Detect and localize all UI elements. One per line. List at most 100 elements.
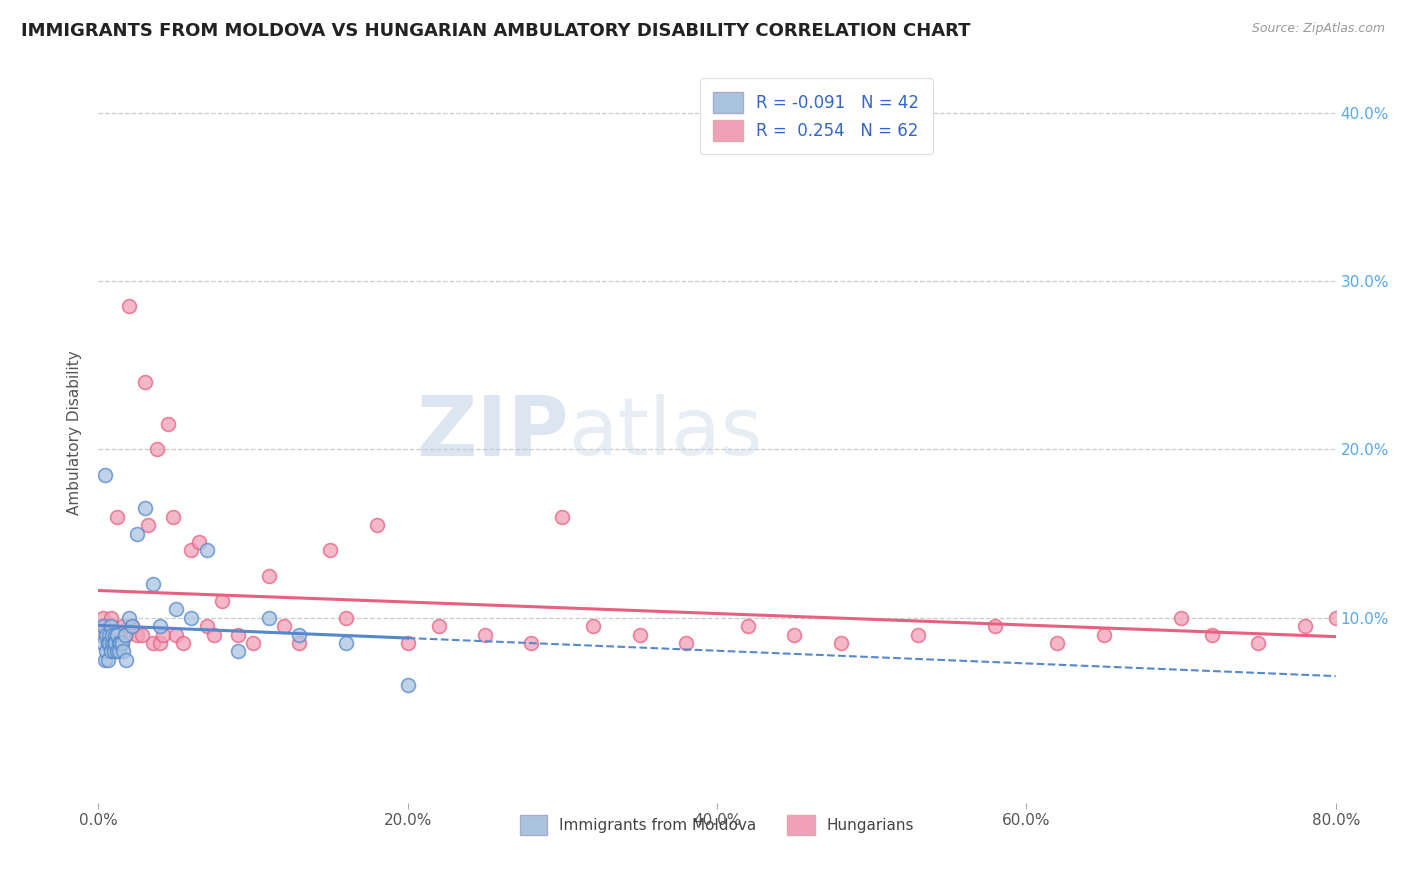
Point: [107, 644, 129, 658]
Point: [118, 300, 141, 314]
Point: [335, 610, 357, 624]
Point: [98, 619, 121, 633]
Point: [136, 518, 159, 533]
Point: [257, 568, 280, 582]
Point: [112, 619, 135, 633]
Point: [121, 619, 143, 633]
Point: [1170, 610, 1192, 624]
Point: [91, 636, 114, 650]
Point: [195, 543, 218, 558]
Point: [134, 501, 156, 516]
Point: [141, 636, 165, 650]
Point: [152, 627, 174, 641]
Point: [737, 619, 759, 633]
Point: [98, 636, 121, 650]
Point: [100, 644, 122, 658]
Point: [91, 610, 114, 624]
Text: IMMIGRANTS FROM MOLDOVA VS HUNGARIAN AMBULATORY DISABILITY CORRELATION CHART: IMMIGRANTS FROM MOLDOVA VS HUNGARIAN AMB…: [21, 22, 970, 40]
Point: [180, 543, 202, 558]
Text: ZIP: ZIP: [416, 392, 568, 473]
Point: [226, 644, 249, 658]
Point: [366, 518, 388, 533]
Point: [226, 627, 249, 641]
Point: [105, 627, 128, 641]
Point: [97, 636, 120, 650]
Point: [96, 627, 118, 641]
Point: [257, 610, 280, 624]
Point: [396, 636, 419, 650]
Point: [96, 627, 118, 641]
Point: [107, 636, 129, 650]
Point: [146, 442, 169, 457]
Point: [104, 636, 127, 650]
Point: [112, 644, 135, 658]
Point: [172, 636, 194, 650]
Point: [93, 653, 115, 667]
Point: [1046, 636, 1069, 650]
Point: [90, 627, 112, 641]
Point: [1355, 585, 1378, 599]
Point: [101, 636, 124, 650]
Point: [93, 619, 115, 633]
Point: [157, 417, 180, 432]
Point: [907, 627, 929, 641]
Point: [628, 627, 651, 641]
Point: [103, 636, 125, 650]
Point: [97, 653, 120, 667]
Point: [1092, 627, 1115, 641]
Point: [427, 619, 450, 633]
Point: [551, 509, 574, 524]
Point: [149, 636, 172, 650]
Point: [100, 610, 122, 624]
Point: [90, 627, 112, 641]
Point: [93, 467, 115, 482]
Point: [1201, 627, 1223, 641]
Y-axis label: Ambulatory Disability: Ambulatory Disability: [67, 351, 83, 515]
Point: [111, 636, 132, 650]
Point: [165, 602, 187, 616]
Point: [111, 636, 132, 650]
Point: [103, 644, 125, 658]
Point: [319, 543, 342, 558]
Point: [1294, 619, 1316, 633]
Text: Source: ZipAtlas.com: Source: ZipAtlas.com: [1251, 22, 1385, 36]
Point: [520, 636, 543, 650]
Point: [127, 526, 149, 541]
Point: [165, 627, 187, 641]
Point: [984, 619, 1007, 633]
Point: [149, 619, 172, 633]
Point: [100, 619, 122, 633]
Point: [162, 509, 184, 524]
Point: [104, 627, 127, 641]
Point: [114, 627, 136, 641]
Point: [211, 594, 233, 608]
Point: [830, 636, 852, 650]
Legend: Immigrants from Moldova, Hungarians: Immigrants from Moldova, Hungarians: [508, 803, 927, 847]
Point: [101, 627, 124, 641]
Point: [115, 653, 138, 667]
Point: [96, 644, 118, 658]
Point: [180, 610, 202, 624]
Point: [134, 375, 156, 389]
Point: [108, 627, 131, 641]
Point: [195, 619, 218, 633]
Point: [97, 636, 120, 650]
Point: [242, 636, 264, 650]
Point: [105, 644, 128, 658]
Point: [1324, 610, 1347, 624]
Point: [121, 619, 143, 633]
Point: [105, 509, 128, 524]
Point: [273, 619, 295, 633]
Point: [335, 636, 357, 650]
Text: atlas: atlas: [568, 393, 763, 472]
Point: [118, 610, 141, 624]
Point: [1247, 636, 1270, 650]
Point: [675, 636, 697, 650]
Point: [204, 627, 226, 641]
Point: [98, 627, 121, 641]
Point: [101, 636, 124, 650]
Point: [127, 627, 149, 641]
Point: [91, 619, 114, 633]
Point: [783, 627, 806, 641]
Point: [188, 535, 211, 549]
